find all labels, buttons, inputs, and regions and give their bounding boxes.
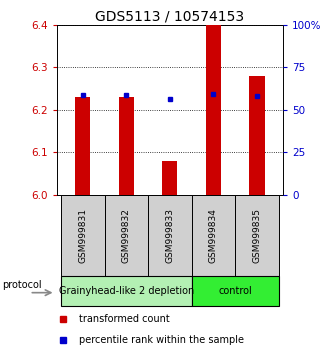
Bar (75, 97, 90, 195)
Text: GSM999833: GSM999833 (165, 208, 174, 263)
Text: control: control (218, 286, 252, 296)
Bar (206, 25, 221, 195)
Text: transformed count: transformed count (79, 314, 170, 324)
Bar (162, 161, 177, 195)
Bar (119, 97, 134, 195)
Text: protocol: protocol (2, 280, 41, 290)
Bar (191, 276, 279, 306)
Bar (105, 195, 148, 276)
Text: GSM999831: GSM999831 (78, 208, 87, 263)
Bar (191, 195, 235, 276)
Bar (235, 195, 279, 276)
Text: percentile rank within the sample: percentile rank within the sample (79, 335, 244, 345)
Bar (61, 276, 191, 306)
Bar (249, 76, 264, 195)
Text: GSM999834: GSM999834 (209, 208, 218, 263)
Text: Grainyhead-like 2 depletion: Grainyhead-like 2 depletion (59, 286, 194, 296)
Text: GSM999835: GSM999835 (252, 208, 261, 263)
Bar (148, 195, 191, 276)
Title: GDS5113 / 10574153: GDS5113 / 10574153 (95, 10, 244, 24)
Bar (61, 195, 105, 276)
Text: GSM999832: GSM999832 (122, 208, 131, 263)
